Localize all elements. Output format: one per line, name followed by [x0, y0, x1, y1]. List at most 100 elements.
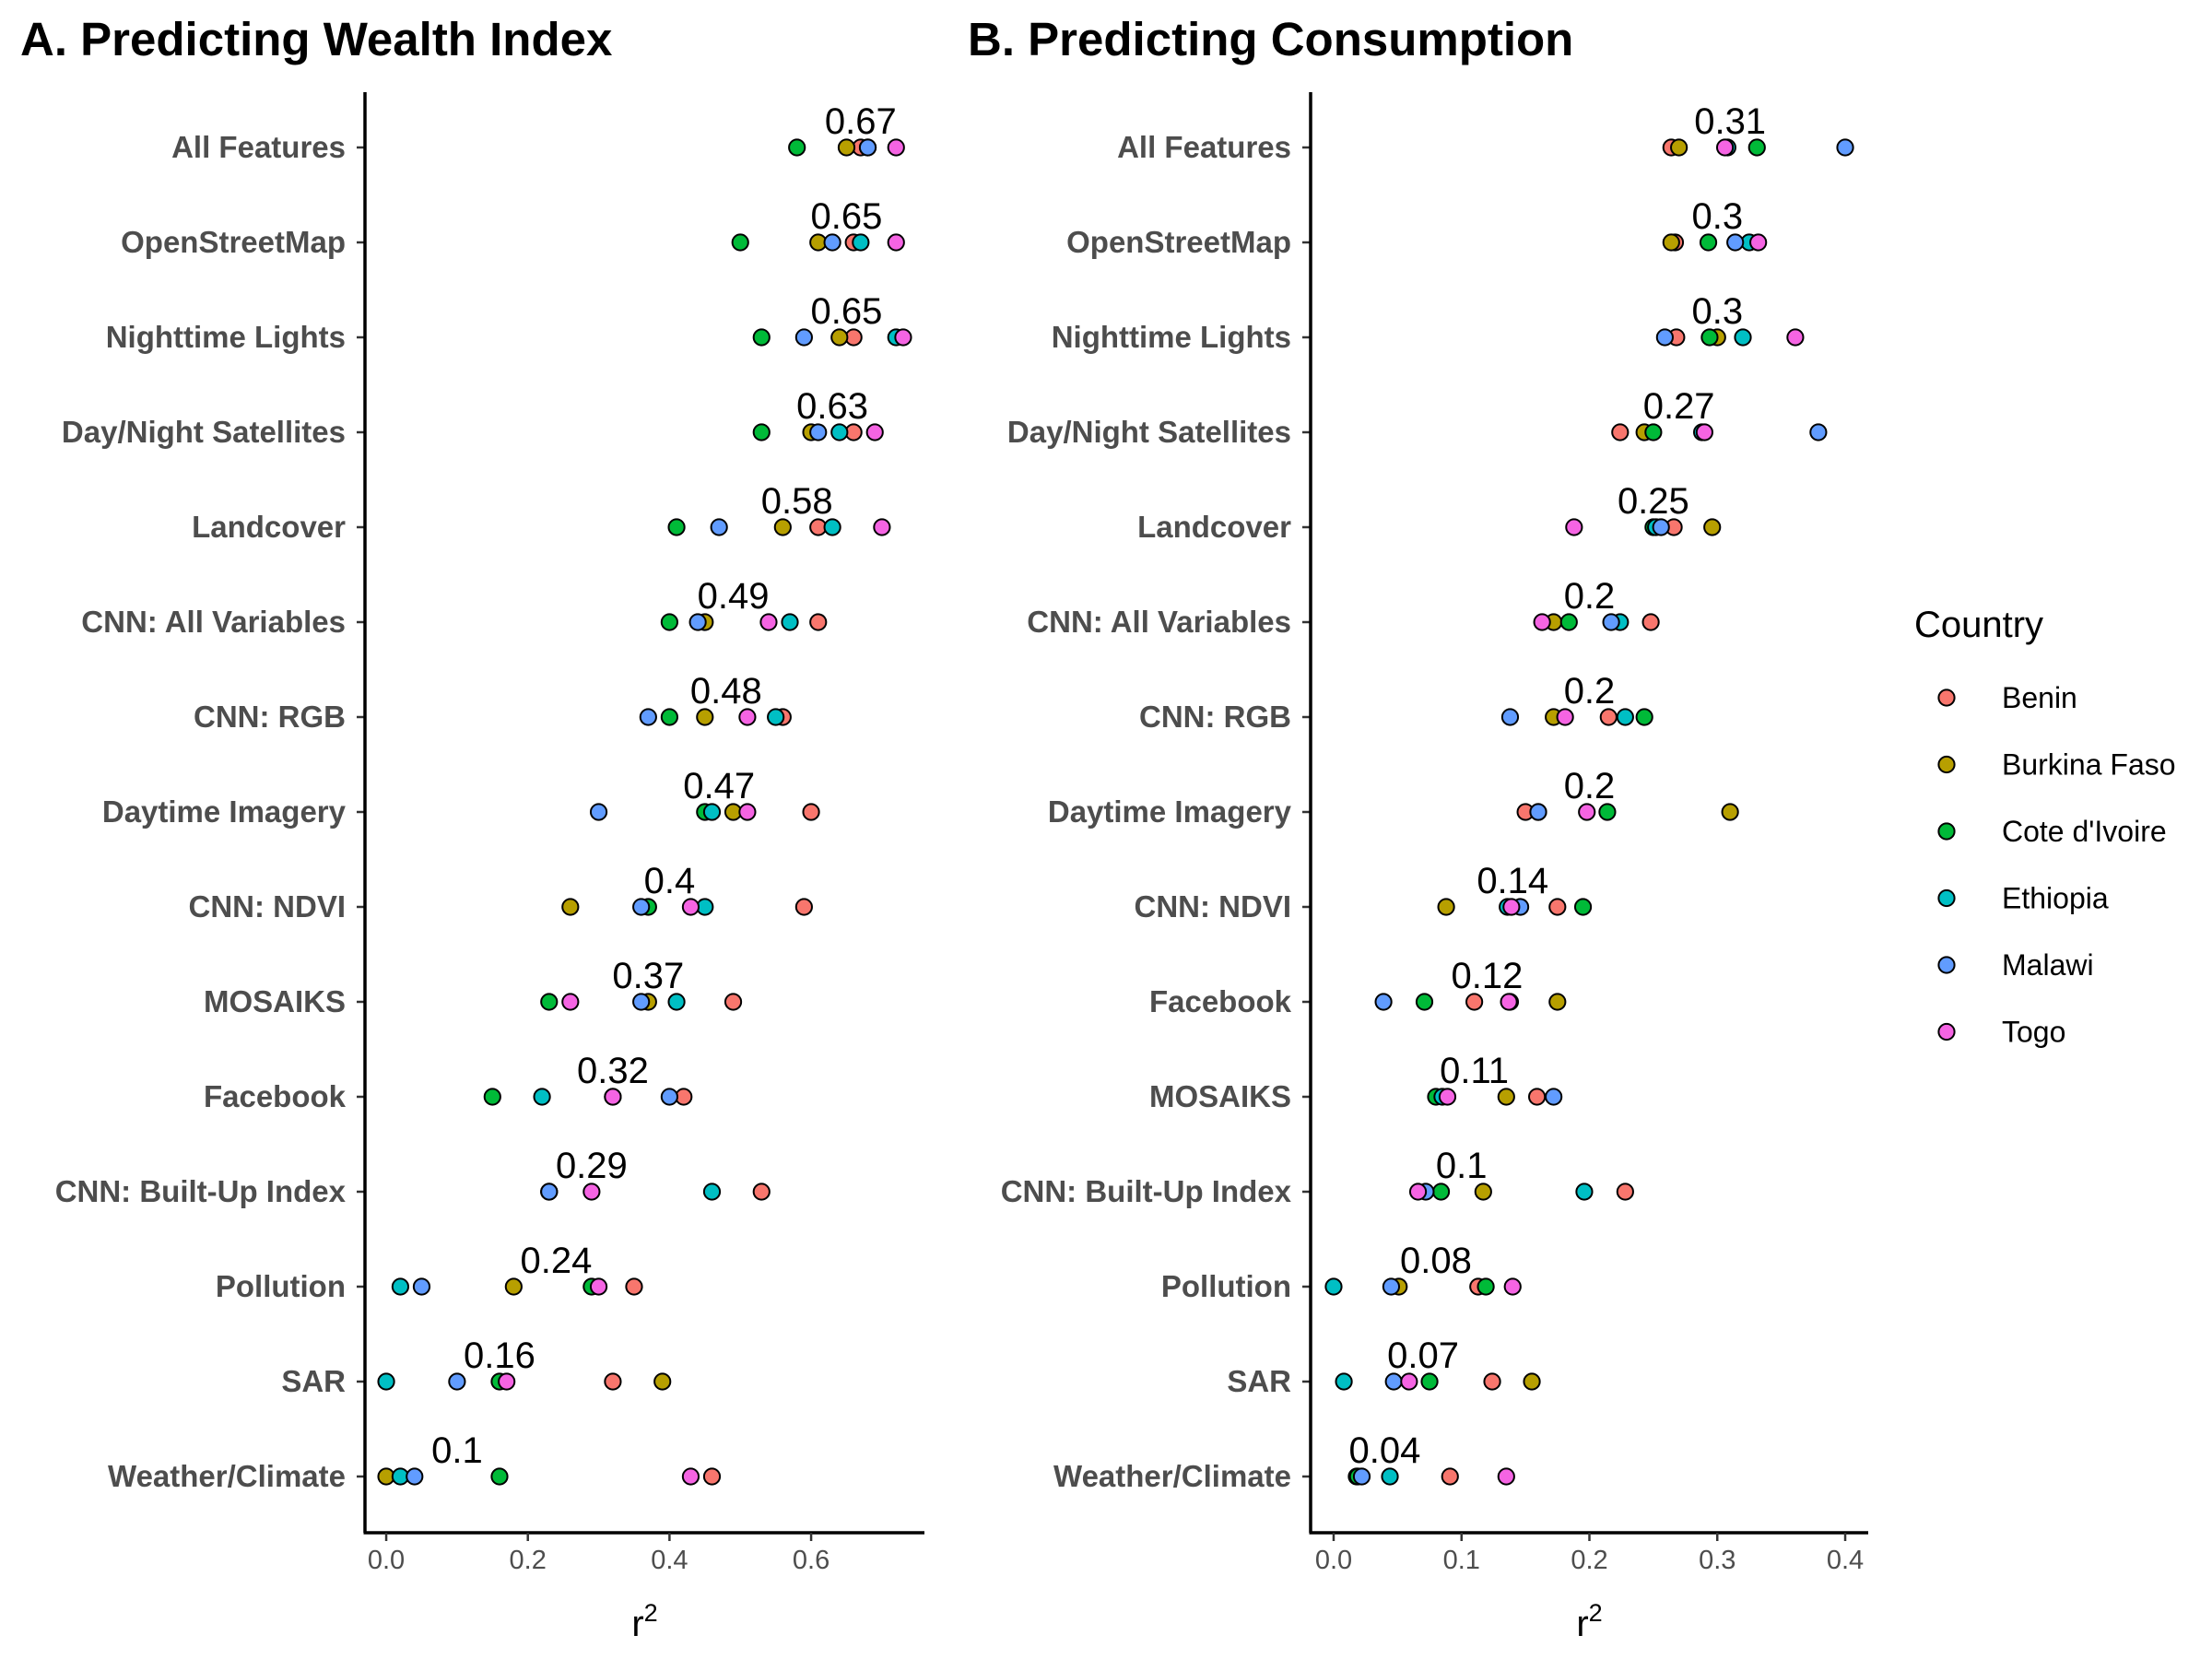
point-burkina-faso-nighttime-lights: [830, 328, 849, 347]
point-malawi-landcover: [1652, 518, 1670, 536]
x-tick-label: 0.0: [1315, 1546, 1352, 1575]
point-togo-cnn-ndvi: [1502, 898, 1521, 916]
point-benin-weather-climate: [702, 1467, 722, 1486]
point-ethiopia-nighttime-lights: [1734, 328, 1752, 347]
point-benin-cnn-ndvi: [794, 898, 813, 916]
point-cote-d-ivoire-facebook: [1415, 993, 1434, 1011]
point-benin-cnn-ndvi: [1548, 898, 1567, 916]
x-tick-label: 0.4: [651, 1546, 688, 1575]
panel-title: B. Predicting Consumption: [968, 13, 1573, 65]
point-burkina-faso-cnn-ndvi: [1437, 898, 1455, 916]
x-axis-label-superscript: 2: [644, 1599, 658, 1627]
mean-label-nighttime-lights: 0.3: [1691, 291, 1743, 332]
point-togo-cnn-rgb: [1556, 708, 1574, 726]
mean-label-cnn-ndvi: 0.4: [644, 861, 696, 901]
point-ethiopia-day-night-satellites: [830, 423, 849, 441]
point-benin-mosaiks: [1528, 1088, 1547, 1106]
point-benin-sar: [604, 1372, 622, 1391]
point-burkina-faso-openstreetmap: [1662, 233, 1680, 252]
x-axis-label: r2: [1576, 1599, 1602, 1644]
point-burkina-faso-all-features: [1670, 138, 1688, 157]
point-togo-day-night-satellites: [1695, 423, 1713, 441]
point-togo-nighttime-lights: [894, 328, 912, 347]
point-cote-d-ivoire-openstreetmap: [731, 233, 749, 252]
panel-title: A. Predicting Wealth Index: [20, 13, 612, 65]
point-malawi-all-features: [1836, 138, 1854, 157]
category-label-cnn-built-up-index: CNN: Built-Up Index: [1001, 1174, 1292, 1208]
category-label-nighttime-lights: Nighttime Lights: [106, 320, 346, 354]
legend-key-malawi: [1937, 956, 1956, 974]
point-cote-d-ivoire-cnn-ndvi: [1573, 898, 1593, 916]
category-label-cnn-rgb: CNN: RGB: [1139, 700, 1291, 734]
point-cote-d-ivoire-daytime-imagery: [1598, 803, 1617, 821]
x-tick-label: 0.3: [1699, 1546, 1735, 1575]
category-label-landcover: Landcover: [192, 510, 346, 544]
x-tick-label: 0.2: [1571, 1546, 1607, 1575]
point-togo-daytime-imagery: [1578, 803, 1596, 821]
mean-label-mosaiks: 0.37: [612, 956, 684, 996]
point-malawi-landcover: [710, 518, 728, 536]
point-malawi-cnn-all-variables: [688, 613, 707, 631]
panel-consumption: B. Predicting Consumption All Features Op…: [968, 13, 1868, 1644]
point-malawi-daytime-imagery: [589, 803, 608, 821]
legend-title: Country: [1914, 605, 2043, 645]
point-cote-d-ivoire-openstreetmap: [1699, 233, 1718, 252]
x-axis-ticks: 0.0 0.2 0.4 0.6: [368, 1533, 830, 1575]
category-label-mosaiks: MOSAIKS: [1149, 1079, 1291, 1113]
point-benin-pollution: [625, 1277, 643, 1296]
mean-label-nighttime-lights: 0.65: [811, 291, 883, 332]
point-malawi-daytime-imagery: [1529, 803, 1547, 821]
point-malawi-cnn-rgb: [639, 708, 657, 726]
category-label-cnn-built-up-index: CNN: Built-Up Index: [55, 1174, 347, 1208]
point-togo-cnn-built-up-index: [1408, 1182, 1428, 1201]
mean-label-cnn-built-up-index: 0.29: [556, 1146, 628, 1186]
legend-label-ethiopia: Ethiopia: [2002, 882, 2109, 915]
point-malawi-weather-climate: [406, 1467, 424, 1486]
point-ethiopia-weather-climate: [1381, 1467, 1399, 1486]
legend-label-benin: Benin: [2002, 681, 2077, 714]
point-malawi-facebook: [660, 1088, 678, 1106]
mean-label-pollution: 0.24: [521, 1241, 593, 1281]
point-togo-facebook: [604, 1088, 622, 1106]
point-ethiopia-openstreetmap: [852, 233, 870, 252]
point-cote-d-ivoire-day-night-satellites: [752, 423, 771, 441]
category-label-weather-climate: Weather/Climate: [1053, 1459, 1291, 1493]
category-label-facebook: Facebook: [1149, 984, 1292, 1018]
point-malawi-openstreetmap: [823, 233, 841, 252]
point-togo-all-features: [887, 138, 905, 157]
point-togo-facebook: [1500, 993, 1518, 1011]
mean-label-cnn-all-variables: 0.49: [698, 576, 770, 617]
legend-label-burkina-faso: Burkina Faso: [2002, 748, 2176, 782]
x-tick-label: 0.1: [1443, 1546, 1480, 1575]
data-points: [377, 138, 912, 1486]
point-malawi-pollution: [1382, 1277, 1401, 1296]
category-label-cnn-all-variables: CNN: All Variables: [81, 605, 346, 639]
point-malawi-sar: [448, 1372, 466, 1391]
point-malawi-all-features: [858, 138, 877, 157]
point-ethiopia-cnn-built-up-index: [1575, 1182, 1594, 1201]
point-togo-mosaiks: [1438, 1088, 1457, 1106]
point-cote-d-ivoire-sar: [1420, 1372, 1439, 1391]
point-cote-d-ivoire-cnn-all-variables: [1559, 613, 1578, 631]
category-label-weather-climate: Weather/Climate: [108, 1459, 346, 1493]
point-malawi-nighttime-lights: [1655, 328, 1674, 347]
point-burkina-faso-facebook: [1548, 993, 1567, 1011]
point-benin-cnn-built-up-index: [752, 1182, 771, 1201]
category-label-day-night-satellites: Day/Night Satellites: [1007, 415, 1291, 449]
point-ethiopia-cnn-built-up-index: [702, 1182, 722, 1201]
mean-label-sar: 0.16: [464, 1335, 535, 1376]
mean-label-landcover: 0.58: [761, 481, 833, 522]
x-axis-label: r2: [631, 1599, 657, 1644]
point-togo-daytime-imagery: [738, 803, 757, 821]
mean-label-cnn-built-up-index: 0.1: [1436, 1146, 1488, 1186]
point-malawi-facebook: [1374, 993, 1393, 1011]
category-label-nighttime-lights: Nighttime Lights: [1052, 320, 1291, 354]
point-togo-openstreetmap: [1749, 233, 1768, 252]
point-cote-d-ivoire-all-features: [1747, 138, 1766, 157]
point-togo-cnn-all-variables: [759, 613, 778, 631]
point-benin-daytime-imagery: [802, 803, 820, 821]
legend-label-cote-d-ivoire: Cote d'Ivoire: [2002, 815, 2167, 848]
legend-key-benin: [1937, 688, 1956, 707]
point-benin-weather-climate: [1441, 1467, 1459, 1486]
